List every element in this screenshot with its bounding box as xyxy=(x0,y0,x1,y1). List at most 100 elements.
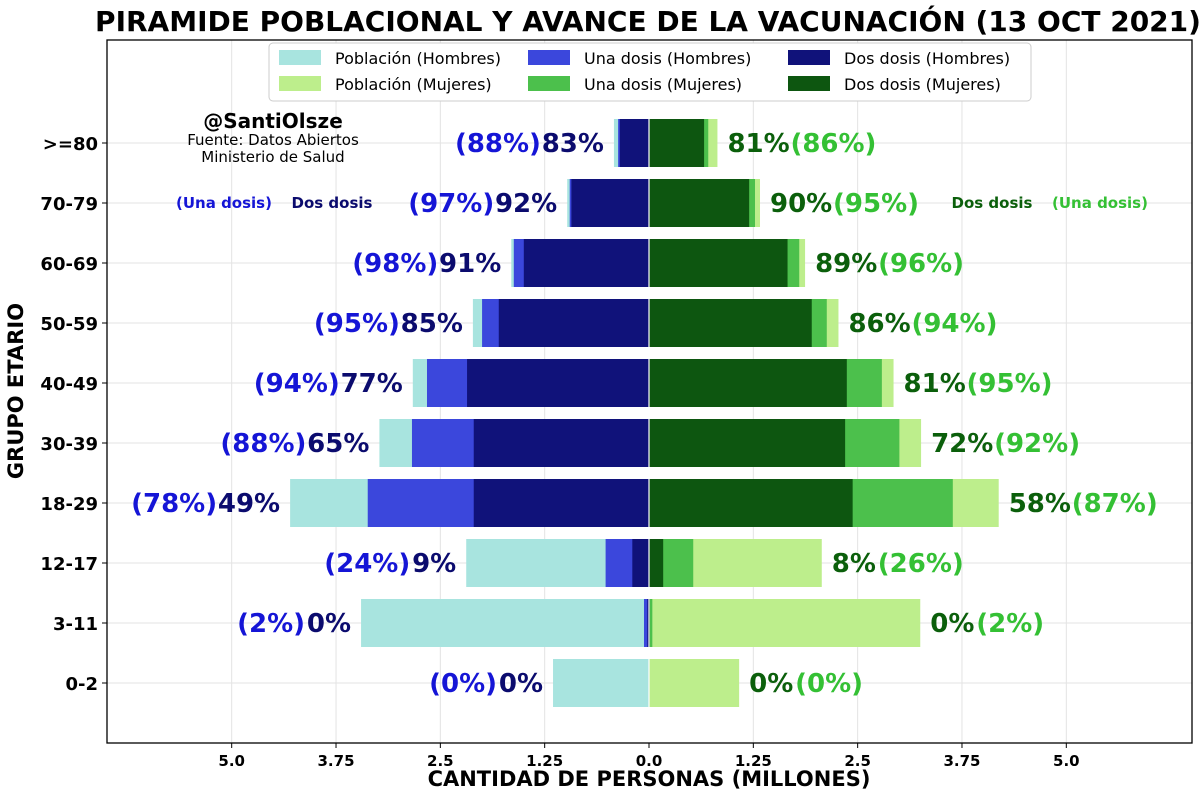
label-una-dosis-hombres-2: (98%) xyxy=(352,249,438,279)
label-una-dosis-hombres-9: (0%) xyxy=(429,669,497,699)
label-dos-dosis-hombres-3: 85% xyxy=(401,309,463,339)
x-tick-label-0: 5.0 xyxy=(218,752,245,770)
label-dos-dosis-hombres-7: 9% xyxy=(412,549,456,579)
legend-swatch-5 xyxy=(788,76,830,91)
label-una-dosis-mujeres-1: (95%) xyxy=(833,189,919,219)
label-dos-dosis-hombres-4: 77% xyxy=(341,369,403,399)
x-tick-label-3: 1.25 xyxy=(526,752,563,770)
label-una-dosis-mujeres-0: (86%) xyxy=(790,129,876,159)
bar-poblacion-hombres-9 xyxy=(553,659,649,707)
label-dos-dosis-hombres-5: 65% xyxy=(307,429,369,459)
bar-dos-dosis-mujeres-0 xyxy=(649,119,705,167)
value-labels-layer: 83%(88%) 81% (86%)92%(97%) 90% (95%)91%(98%)… xyxy=(131,129,1158,699)
y-tick-label-1: 70-79 xyxy=(40,194,98,215)
label-una-dosis-mujeres-6: (87%) xyxy=(1072,489,1158,519)
label-dos-dosis-mujeres-3: 86% xyxy=(848,309,910,339)
bar-dos-dosis-hombres-7 xyxy=(632,539,649,587)
label-una-dosis-hombres-7: (24%) xyxy=(324,549,410,579)
label-una-dosis-mujeres-7: (26%) xyxy=(878,549,964,579)
y-axis-label: GRUPO ETARIO xyxy=(4,303,28,479)
legend-swatch-3 xyxy=(528,76,570,91)
key-dos-dosis-hombres: Dos dosis xyxy=(292,194,373,212)
x-tick-label-2: 2.5 xyxy=(427,752,454,770)
bar-dos-dosis-hombres-4 xyxy=(467,359,649,407)
bar-poblacion-hombres-8 xyxy=(361,599,649,647)
bar-dos-dosis-hombres-3 xyxy=(498,299,649,347)
annotation-block: @SantiOlsze Fuente: Datos Abiertos Minis… xyxy=(187,109,359,166)
key-dos-dosis-mujeres: Dos dosis xyxy=(952,194,1033,212)
bar-dos-dosis-hombres-2 xyxy=(523,239,649,287)
x-axis-label: CANTIDAD DE PERSONAS (MILLONES) xyxy=(428,767,871,791)
y-tick-label-5: 30-39 xyxy=(40,434,98,455)
x-tick-label-6: 2.5 xyxy=(844,752,871,770)
key-labels: (Una dosis) Dos dosis Dos dosis (Una dos… xyxy=(176,194,1148,212)
source-line-2: Ministerio de Salud xyxy=(201,148,344,166)
bar-dos-dosis-mujeres-1 xyxy=(649,179,750,227)
label-dos-dosis-mujeres-5: 72% xyxy=(931,429,993,459)
bar-dos-dosis-hombres-8 xyxy=(647,599,649,647)
label-una-dosis-hombres-8: (2%) xyxy=(237,609,305,639)
source-line-1: Fuente: Datos Abiertos xyxy=(187,131,359,149)
label-dos-dosis-hombres-1: 92% xyxy=(495,189,557,219)
label-una-dosis-hombres-5: (88%) xyxy=(220,429,306,459)
author-handle: @SantiOlsze xyxy=(203,109,343,133)
bar-dos-dosis-mujeres-2 xyxy=(649,239,788,287)
bar-poblacion-mujeres-8 xyxy=(649,599,921,647)
legend-label-2: Una dosis (Hombres) xyxy=(584,49,751,68)
y-tick-label-3: 50-59 xyxy=(40,314,98,335)
bar-dos-dosis-hombres-0 xyxy=(619,119,649,167)
y-tick-label-7: 12-17 xyxy=(40,554,98,575)
y-ticks-layer: >=80 70-79 60-69 50-59 40-49 30-39 18-29 12-17 3… xyxy=(40,134,107,695)
label-una-dosis-mujeres-2: (96%) xyxy=(878,249,964,279)
legend-label-0: Población (Hombres) xyxy=(335,49,501,68)
label-una-dosis-hombres-1: (97%) xyxy=(408,189,494,219)
y-tick-label-6: 18-29 xyxy=(40,494,98,515)
y-tick-label-8: 3-11 xyxy=(53,614,98,635)
x-tick-label-7: 3.75 xyxy=(943,752,980,770)
label-una-dosis-hombres-6: (78%) xyxy=(131,489,217,519)
bar-dos-dosis-hombres-6 xyxy=(473,479,649,527)
bar-una-dosis-mujeres-8 xyxy=(649,599,653,647)
y-tick-label-2: 60-69 xyxy=(40,254,98,275)
key-una-dosis-mujeres: (Una dosis) xyxy=(1052,194,1148,212)
label-dos-dosis-mujeres-8: 0% xyxy=(930,609,974,639)
legend: Población (Hombres) Población (Mujeres) Un… xyxy=(268,42,1032,102)
y-tick-label-9: 0-2 xyxy=(65,674,98,695)
bar-dos-dosis-mujeres-4 xyxy=(649,359,847,407)
label-una-dosis-mujeres-9: (0%) xyxy=(795,669,863,699)
label-una-dosis-mujeres-3: (94%) xyxy=(911,309,997,339)
label-dos-dosis-hombres-0: 83% xyxy=(542,129,604,159)
label-una-dosis-hombres-3: (95%) xyxy=(314,309,400,339)
label-dos-dosis-hombres-2: 91% xyxy=(439,249,501,279)
label-dos-dosis-hombres-9: 0% xyxy=(499,669,543,699)
label-dos-dosis-mujeres-9: 0% xyxy=(749,669,793,699)
legend-label-3: Una dosis (Mujeres) xyxy=(584,75,742,94)
bar-dos-dosis-hombres-5 xyxy=(473,419,649,467)
key-una-dosis-hombres: (Una dosis) xyxy=(176,194,272,212)
legend-frame xyxy=(268,42,1032,102)
legend-label-1: Población (Mujeres) xyxy=(335,75,492,94)
label-una-dosis-mujeres-8: (2%) xyxy=(976,609,1044,639)
y-tick-label-4: 40-49 xyxy=(40,374,98,395)
legend-swatch-1 xyxy=(279,76,321,91)
label-dos-dosis-mujeres-0: 81% xyxy=(727,129,789,159)
chart-title: PIRAMIDE POBLACIONAL Y AVANCE DE LA VACU… xyxy=(95,4,1200,38)
label-dos-dosis-mujeres-1: 90% xyxy=(770,189,832,219)
bar-dos-dosis-hombres-1 xyxy=(571,179,649,227)
x-tick-label-8: 5.0 xyxy=(1053,752,1080,770)
legend-swatch-2 xyxy=(528,50,570,65)
x-tick-label-1: 3.75 xyxy=(318,752,355,770)
bar-una-dosis-hombres-8 xyxy=(643,599,649,647)
bar-dos-dosis-mujeres-5 xyxy=(649,419,846,467)
y-tick-label-0: >=80 xyxy=(43,134,98,155)
label-dos-dosis-mujeres-7: 8% xyxy=(832,549,876,579)
label-dos-dosis-hombres-8: 0% xyxy=(307,609,351,639)
label-dos-dosis-mujeres-4: 81% xyxy=(904,369,966,399)
legend-swatch-0 xyxy=(279,50,321,65)
x-ticks-layer: 5.0 3.75 2.5 1.25 0.0 1.25 2.5 3.75 5.0 xyxy=(218,743,1080,770)
x-tick-label-4: 0.0 xyxy=(636,752,663,770)
legend-label-4: Dos dosis (Hombres) xyxy=(844,49,1010,68)
bar-poblacion-mujeres-9 xyxy=(649,659,740,707)
bar-dos-dosis-mujeres-7 xyxy=(649,539,664,587)
